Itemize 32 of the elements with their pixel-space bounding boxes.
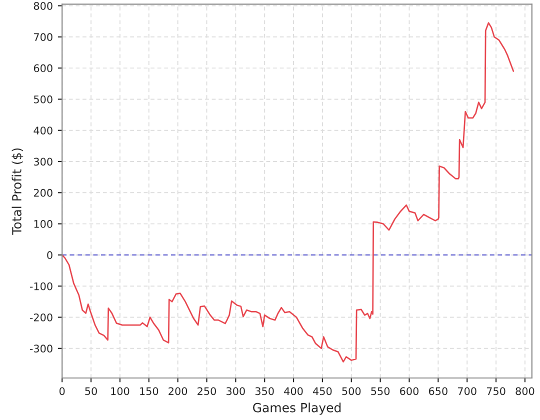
y-tick-label: 0 [47,251,52,260]
y-axis-title: Total Profit ($) [12,148,24,235]
line-series [62,22,514,362]
y-tick-label: 500 [34,95,52,104]
y-tick-label: 700 [34,33,52,42]
x-tick-label: 150 [140,387,158,396]
x-tick-label: 400 [284,387,303,396]
x-tick-label: 550 [371,387,390,396]
x-axis-title: Games Played [253,402,341,415]
y-tick-label: 600 [34,64,52,72]
x-tick-label: 100 [111,387,130,396]
y-tick-label: 800 [34,2,52,10]
x-tick-label: 250 [198,387,216,396]
y-tick-label: 300 [34,158,52,166]
x-tick-label: 350 [255,387,274,396]
y-tick-label: 200 [34,188,52,197]
x-tick-label: 200 [168,387,188,396]
x-tick-label: 650 [428,387,448,396]
y-tick-label: -200 [30,313,52,322]
x-tick-label: 600 [400,387,418,396]
x-tick-label: 50 [85,387,97,396]
y-tick-label: 100 [34,220,52,228]
x-tick-label: 500 [342,387,361,396]
y-tick-label: 400 [34,126,52,134]
x-tick-label: 450 [313,387,332,396]
x-tick-label: 700 [458,387,476,396]
y-tick-label: -300 [30,344,52,353]
x-tick-label: 750 [486,387,506,396]
x-tick-label: 0 [59,387,65,396]
y-tick-label: -100 [30,282,52,290]
x-tick-label: 300 [226,387,245,396]
x-tick-label: 800 [516,387,534,396]
